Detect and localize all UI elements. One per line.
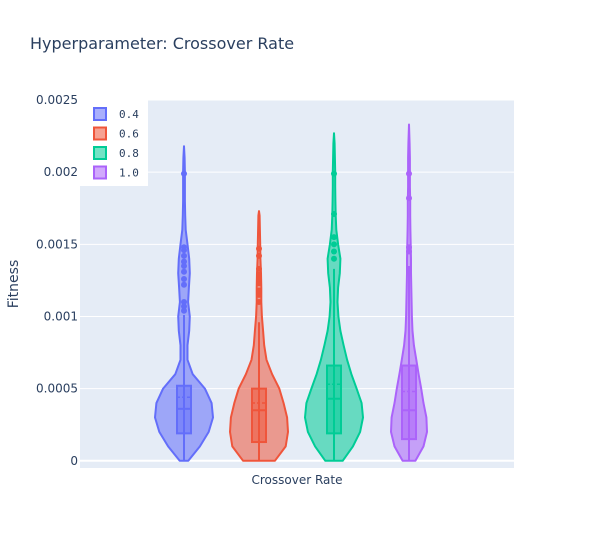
y-tick-label: 0.001 (44, 309, 78, 323)
legend-label: 0.6 (119, 128, 139, 141)
outlier-point (331, 255, 337, 262)
outlier-point (181, 170, 187, 177)
outlier-point (331, 211, 337, 218)
legend-background (80, 100, 148, 186)
outlier-point (256, 299, 262, 306)
outlier-point (256, 265, 262, 272)
outlier-point (256, 275, 262, 282)
legend-item-1-0[interactable]: 1.0 (93, 165, 139, 180)
y-axis-ticks: 0 0.0005 0.001 0.0015 0.002 0.0025 (36, 93, 78, 468)
y-tick-label: 0 (70, 454, 78, 468)
outlier-point (331, 248, 337, 255)
outlier-point (331, 170, 337, 177)
violin-0-6[interactable] (229, 210, 289, 462)
legend-label: 0.8 (119, 147, 139, 160)
legend-item-0-4[interactable]: 0.4 (93, 107, 139, 121)
legend-swatch (93, 146, 107, 160)
grid-lines (80, 99, 514, 462)
box (401, 364, 417, 441)
y-tick-label: 0.0005 (36, 382, 78, 396)
outlier-point (256, 287, 262, 294)
outlier-point (331, 241, 337, 248)
violin-1-0[interactable] (390, 123, 428, 462)
outlier-point (406, 244, 412, 251)
outlier-point (406, 248, 412, 255)
outlier-point (181, 244, 187, 251)
legend[interactable]: 0.4 0.6 0.8 1.0 (93, 107, 139, 180)
outlier-point (181, 262, 187, 269)
outlier-point (181, 307, 187, 314)
outlier-point (181, 268, 187, 275)
legend-swatch (93, 165, 107, 180)
outlier-point (256, 245, 262, 252)
outlier-point (181, 281, 187, 288)
y-axis-label: Fitness (6, 260, 22, 309)
legend-swatch (93, 126, 107, 141)
outlier-point (181, 252, 187, 259)
outlier-point (256, 271, 262, 278)
outlier-point (331, 234, 337, 241)
legend-label: 0.4 (119, 108, 139, 121)
y-tick-label: 0.0025 (36, 93, 78, 107)
outlier-point (181, 275, 187, 282)
plot-area (80, 100, 514, 468)
outlier-point (256, 252, 262, 259)
outlier-point (181, 258, 187, 265)
violin-0-4[interactable] (154, 145, 214, 462)
legend-label: 1.0 (119, 167, 139, 180)
outlier-point (181, 303, 187, 310)
outlier-point (406, 170, 412, 177)
outlier-point (256, 280, 262, 287)
violins (154, 123, 428, 462)
chart-title: Hyperparameter: Crossover Rate (30, 34, 295, 53)
legend-item-0-6[interactable]: 0.6 (93, 126, 139, 141)
y-tick-label: 0.0015 (36, 237, 78, 251)
violin-0-8[interactable] (304, 132, 364, 462)
outlier-point (181, 299, 187, 306)
outlier-point (406, 195, 412, 202)
x-axis-label: Crossover Rate (252, 473, 343, 487)
y-tick-label: 0.002 (44, 165, 78, 179)
legend-swatch (93, 107, 107, 121)
legend-item-0-8[interactable]: 0.8 (93, 146, 139, 160)
box (251, 387, 267, 444)
outlier-point (256, 291, 262, 298)
